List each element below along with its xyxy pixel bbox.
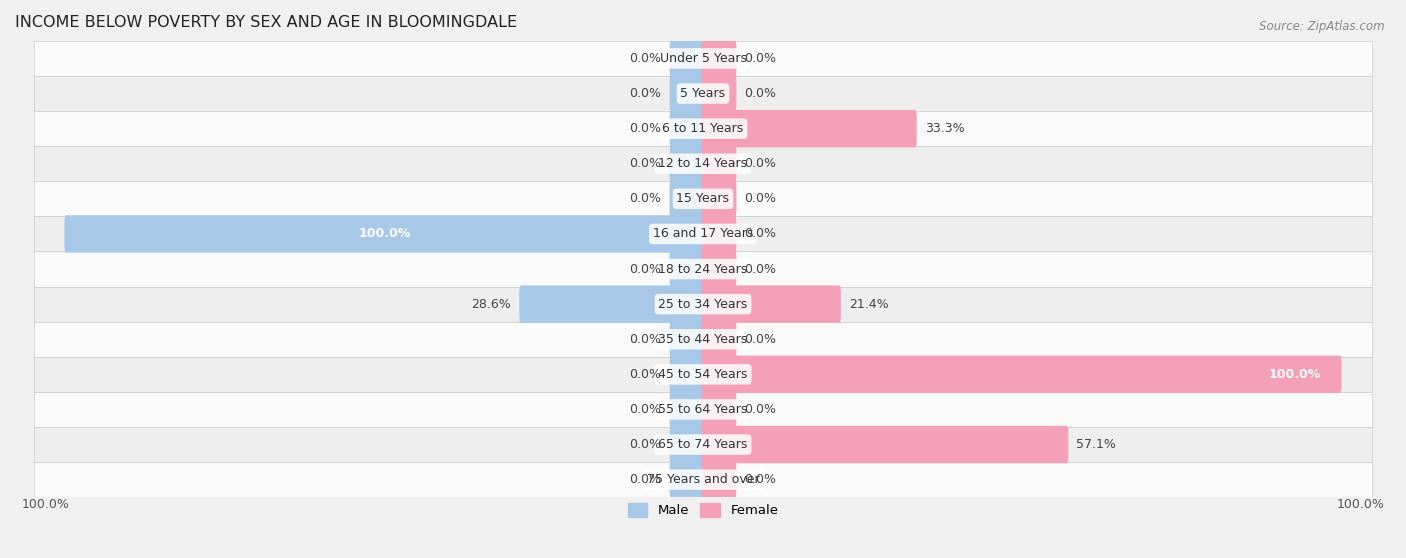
FancyBboxPatch shape	[34, 322, 1372, 357]
FancyBboxPatch shape	[34, 427, 1372, 462]
FancyBboxPatch shape	[702, 251, 737, 288]
FancyBboxPatch shape	[34, 146, 1372, 181]
Text: 15 Years: 15 Years	[676, 193, 730, 205]
FancyBboxPatch shape	[34, 392, 1372, 427]
Legend: Male, Female: Male, Female	[623, 498, 783, 522]
FancyBboxPatch shape	[34, 287, 1372, 322]
Text: 0.0%: 0.0%	[744, 263, 776, 276]
Text: 100.0%: 100.0%	[1268, 368, 1320, 381]
FancyBboxPatch shape	[34, 76, 1372, 111]
FancyBboxPatch shape	[702, 75, 737, 112]
FancyBboxPatch shape	[34, 217, 1372, 252]
Text: Source: ZipAtlas.com: Source: ZipAtlas.com	[1260, 20, 1385, 32]
FancyBboxPatch shape	[669, 355, 704, 393]
FancyBboxPatch shape	[702, 145, 737, 182]
FancyBboxPatch shape	[34, 252, 1372, 287]
FancyBboxPatch shape	[702, 461, 737, 498]
FancyBboxPatch shape	[65, 215, 704, 253]
Text: 21.4%: 21.4%	[849, 297, 889, 311]
Text: INCOME BELOW POVERTY BY SEX AND AGE IN BLOOMINGDALE: INCOME BELOW POVERTY BY SEX AND AGE IN B…	[15, 15, 517, 30]
FancyBboxPatch shape	[669, 145, 704, 182]
Text: 100.0%: 100.0%	[359, 228, 411, 240]
FancyBboxPatch shape	[34, 111, 1372, 146]
Text: 0.0%: 0.0%	[744, 87, 776, 100]
Text: 16 and 17 Years: 16 and 17 Years	[652, 228, 754, 240]
Text: 75 Years and over: 75 Years and over	[647, 473, 759, 486]
Text: 5 Years: 5 Years	[681, 87, 725, 100]
Text: 25 to 34 Years: 25 to 34 Years	[658, 297, 748, 311]
FancyBboxPatch shape	[702, 180, 737, 218]
Text: 0.0%: 0.0%	[744, 333, 776, 346]
Text: 0.0%: 0.0%	[630, 52, 662, 65]
FancyBboxPatch shape	[34, 41, 1372, 76]
FancyBboxPatch shape	[702, 40, 737, 77]
Text: 0.0%: 0.0%	[744, 52, 776, 65]
Text: 55 to 64 Years: 55 to 64 Years	[658, 403, 748, 416]
Text: 0.0%: 0.0%	[630, 403, 662, 416]
Text: 0.0%: 0.0%	[630, 122, 662, 135]
Text: 0.0%: 0.0%	[744, 157, 776, 170]
Text: 0.0%: 0.0%	[630, 438, 662, 451]
Text: 0.0%: 0.0%	[630, 368, 662, 381]
Text: 12 to 14 Years: 12 to 14 Years	[658, 157, 748, 170]
FancyBboxPatch shape	[702, 426, 1069, 463]
FancyBboxPatch shape	[669, 110, 704, 147]
FancyBboxPatch shape	[702, 320, 737, 358]
Text: 0.0%: 0.0%	[630, 193, 662, 205]
FancyBboxPatch shape	[669, 461, 704, 498]
Text: Under 5 Years: Under 5 Years	[659, 52, 747, 65]
Text: 28.6%: 28.6%	[471, 297, 512, 311]
FancyBboxPatch shape	[669, 40, 704, 77]
FancyBboxPatch shape	[669, 180, 704, 218]
Text: 6 to 11 Years: 6 to 11 Years	[662, 122, 744, 135]
Text: 35 to 44 Years: 35 to 44 Years	[658, 333, 748, 346]
Text: 0.0%: 0.0%	[630, 87, 662, 100]
Text: 18 to 24 Years: 18 to 24 Years	[658, 263, 748, 276]
Text: 0.0%: 0.0%	[630, 473, 662, 486]
Text: 0.0%: 0.0%	[630, 157, 662, 170]
Text: 65 to 74 Years: 65 to 74 Years	[658, 438, 748, 451]
FancyBboxPatch shape	[669, 251, 704, 288]
Text: 33.3%: 33.3%	[925, 122, 965, 135]
FancyBboxPatch shape	[34, 181, 1372, 217]
Text: 0.0%: 0.0%	[744, 403, 776, 416]
FancyBboxPatch shape	[702, 215, 737, 253]
Text: 0.0%: 0.0%	[630, 263, 662, 276]
FancyBboxPatch shape	[702, 355, 1341, 393]
FancyBboxPatch shape	[669, 426, 704, 463]
FancyBboxPatch shape	[702, 285, 841, 323]
Text: 45 to 54 Years: 45 to 54 Years	[658, 368, 748, 381]
Text: 0.0%: 0.0%	[744, 193, 776, 205]
Text: 57.1%: 57.1%	[1077, 438, 1116, 451]
FancyBboxPatch shape	[669, 391, 704, 428]
FancyBboxPatch shape	[669, 75, 704, 112]
FancyBboxPatch shape	[702, 110, 917, 147]
Text: 0.0%: 0.0%	[630, 333, 662, 346]
FancyBboxPatch shape	[34, 462, 1372, 497]
FancyBboxPatch shape	[702, 391, 737, 428]
Text: 0.0%: 0.0%	[744, 473, 776, 486]
Text: 0.0%: 0.0%	[744, 228, 776, 240]
FancyBboxPatch shape	[669, 320, 704, 358]
Text: 100.0%: 100.0%	[21, 498, 69, 511]
Text: 100.0%: 100.0%	[1337, 498, 1385, 511]
FancyBboxPatch shape	[34, 357, 1372, 392]
FancyBboxPatch shape	[519, 285, 704, 323]
